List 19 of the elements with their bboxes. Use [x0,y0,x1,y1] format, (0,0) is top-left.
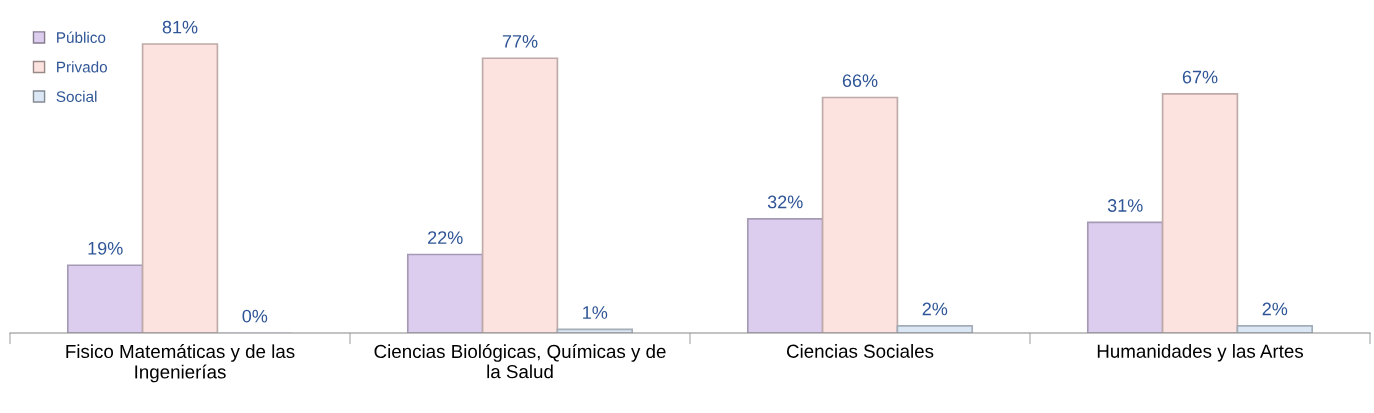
data-label: 19% [88,241,123,255]
data-label: 81% [162,20,198,34]
x-tick-label: Ciencias Biológicas, Químicas y de la Salud [374,344,666,379]
data-label: 2% [922,302,948,316]
x-tick-label: Ciencias Sociales [786,344,934,358]
data-label: 32% [767,195,803,209]
data-label: 31% [1107,199,1143,212]
data-label: 1% [583,306,608,319]
data-label: 67% [1182,70,1218,84]
data-label: 2% [1262,302,1288,316]
data-label: 77% [502,35,538,48]
legend-label: Privado [57,61,107,73]
legend-label: Social [56,90,97,103]
data-label: 66% [842,74,878,88]
x-tick-label: Fisico Matemáticas y de las Ingenierías [66,344,295,383]
data-label: 22% [428,231,463,244]
data-label: 0% [242,309,268,323]
x-tick-label: Humanidades y las Artes [1097,344,1304,362]
legend-label: Público [57,31,106,43]
